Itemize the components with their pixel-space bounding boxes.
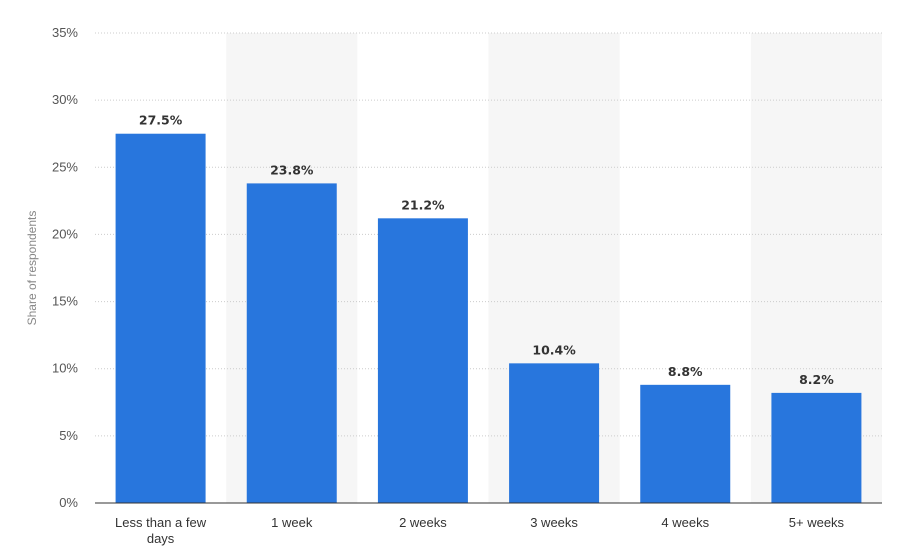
bar[interactable] <box>771 392 862 503</box>
gridlines <box>95 32 882 437</box>
y-tick-label: 0% <box>59 495 78 510</box>
data-label: 23.8% <box>270 162 314 177</box>
x-category-label: 5+ weeks <box>789 515 845 530</box>
y-axis-title: Share of respondents <box>25 211 39 326</box>
x-category-label: Less than a few <box>115 515 207 530</box>
y-axis-ticks: 0% 5% 10% 15% 20% 25% 30% 35% <box>52 25 78 510</box>
data-label: 21.2% <box>401 197 445 212</box>
bar[interactable] <box>246 183 337 503</box>
bar[interactable] <box>509 363 600 503</box>
y-tick-label: 20% <box>52 226 78 241</box>
data-label: 8.8% <box>668 364 703 379</box>
data-labels: 27.5% 23.8% 21.2% 10.4% 8.8% 8.2% <box>139 113 834 387</box>
data-label: 27.5% <box>139 113 183 128</box>
y-tick-label: 5% <box>59 428 78 443</box>
bar[interactable] <box>640 384 731 503</box>
data-label: 10.4% <box>532 342 576 357</box>
bar[interactable] <box>115 133 206 503</box>
y-tick-label: 35% <box>52 25 78 40</box>
y-tick-label: 10% <box>52 361 78 376</box>
y-tick-label: 15% <box>52 294 78 309</box>
x-category-label: 4 weeks <box>661 515 709 530</box>
y-tick-label: 30% <box>52 92 78 107</box>
y-tick-label: 25% <box>52 159 78 174</box>
x-category-label: 2 weeks <box>399 515 447 530</box>
background-bands <box>226 33 882 503</box>
x-category-label: 3 weeks <box>530 515 578 530</box>
data-label: 8.2% <box>799 372 834 387</box>
x-category-label: days <box>147 531 175 546</box>
bar[interactable] <box>377 218 468 504</box>
x-category-label: 1 week <box>271 515 313 530</box>
bars <box>115 133 862 504</box>
